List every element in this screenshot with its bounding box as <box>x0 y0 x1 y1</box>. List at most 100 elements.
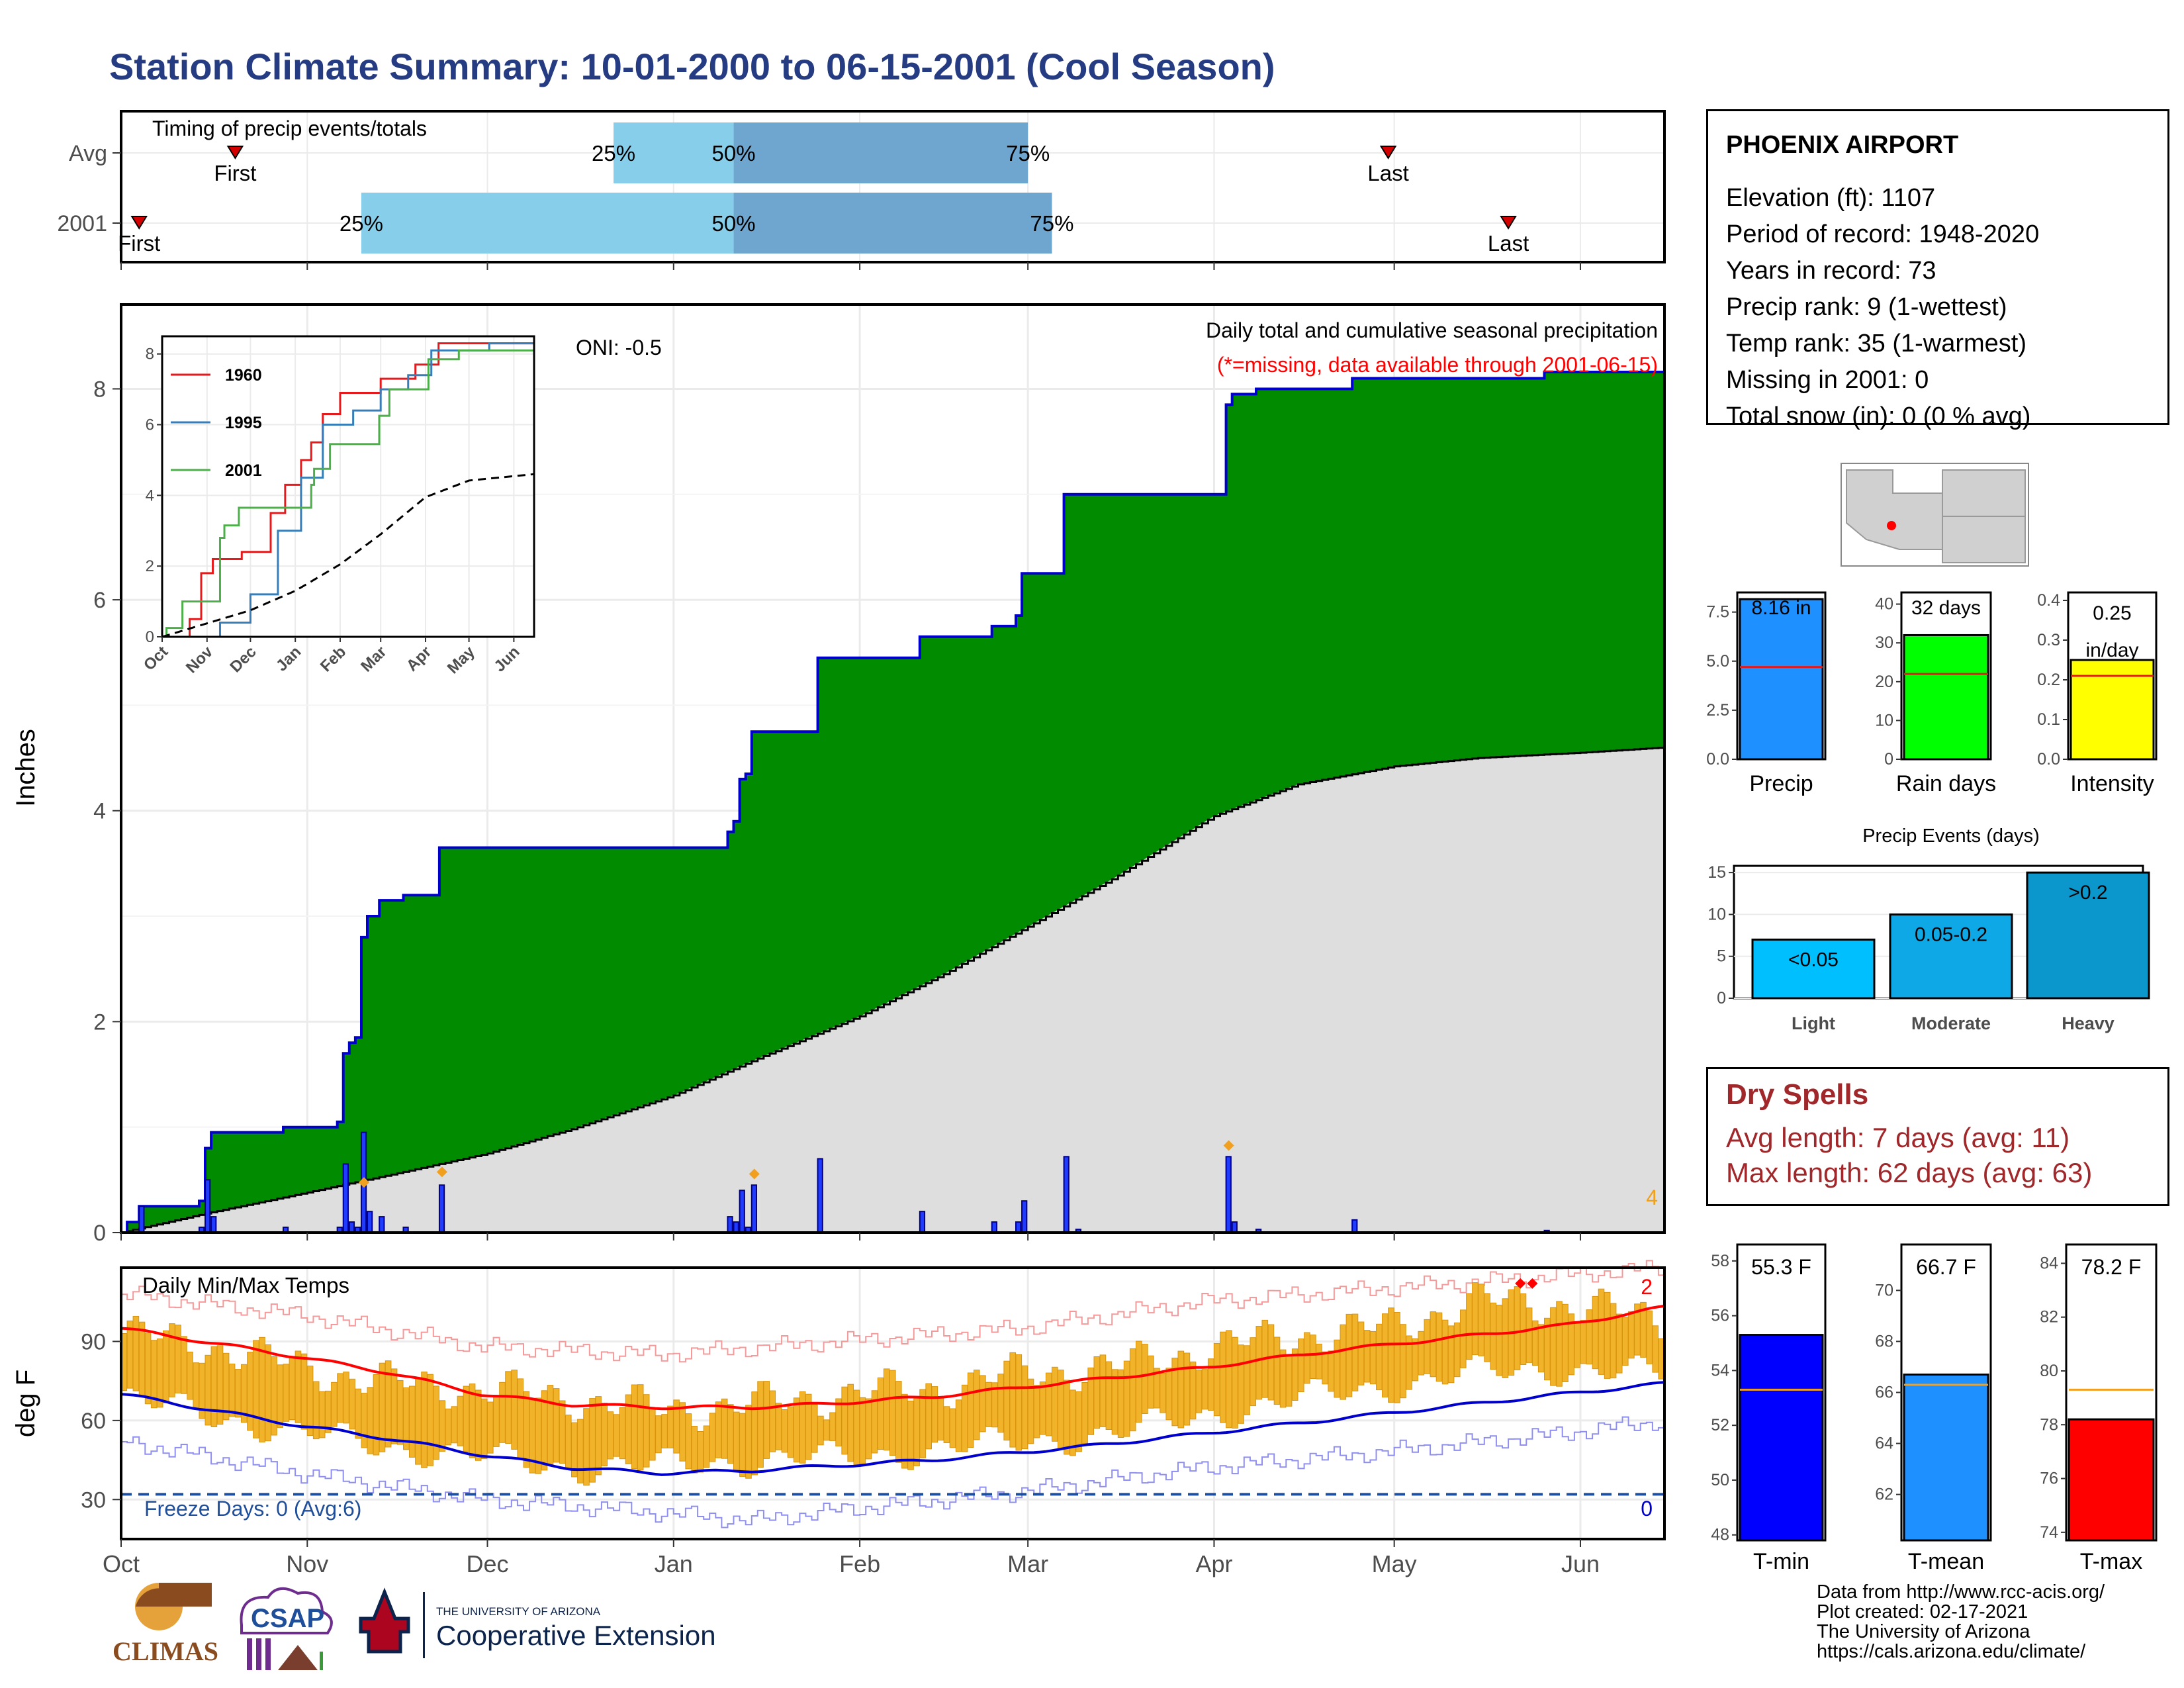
timing-label-25: 25% <box>340 211 383 236</box>
daily-temp-range-bar <box>1058 1370 1064 1449</box>
daily-temp-range-bar <box>1136 1340 1142 1423</box>
precip-frame <box>120 303 1666 1234</box>
daily-temp-range-bar <box>919 1389 926 1458</box>
daily-temp-range-bar <box>1087 1367 1095 1435</box>
daily-temp-range-bar <box>1142 1344 1148 1414</box>
daily-temp-range-bar <box>361 1393 368 1448</box>
inset-series-line <box>162 348 535 638</box>
first-event-marker <box>226 146 244 160</box>
daily-temp-range-bar <box>1039 1382 1046 1435</box>
daily-temp-range-bar <box>265 1344 271 1442</box>
daily-temp-range-bar <box>1598 1288 1605 1375</box>
daily-temp-range-bar <box>1550 1307 1557 1386</box>
daily-temp-range-bar <box>1394 1312 1400 1403</box>
daily-temp-range-bar <box>1628 1311 1635 1359</box>
daily-temp-range-bar <box>1148 1355 1154 1409</box>
daily-temp-range-bar <box>733 1411 740 1471</box>
daily-temp-range-bar <box>739 1413 746 1477</box>
month-tick-label: Nov <box>286 1550 328 1577</box>
events-category-label: Heavy <box>2062 1013 2115 1033</box>
daily-temp-range-bar <box>1250 1337 1257 1407</box>
daily-temp-range-bar <box>1021 1365 1028 1450</box>
daily-temp-range-bar <box>390 1368 398 1444</box>
last-event-marker <box>1379 146 1397 160</box>
daily-temp-range-bar <box>1267 1324 1275 1401</box>
daily-temp-range-bar <box>1111 1369 1118 1435</box>
events-ytick-label: 5 <box>1717 947 1726 966</box>
daily-precip-bar <box>1015 1221 1022 1234</box>
ytick-label: 0.1 <box>2037 710 2060 729</box>
daily-temp-range-bar <box>607 1411 614 1460</box>
last-event-label: Last <box>1488 231 1529 256</box>
daily-temp-range-bar <box>877 1377 884 1450</box>
ytick-label: 0.3 <box>2037 631 2060 649</box>
month-tick-label: Oct <box>103 1550 140 1577</box>
month-tick-label: May <box>1372 1550 1417 1577</box>
daily-temp-range-bar <box>1363 1330 1371 1383</box>
daily-temp-range-bar <box>715 1401 722 1458</box>
ytick-label: 84 <box>2040 1254 2058 1272</box>
daily-temp-range-bar <box>1093 1356 1101 1429</box>
daily-temp-range-bar <box>769 1390 776 1452</box>
daily-temp-range-bar <box>1081 1382 1088 1444</box>
daily-temp-range-bar <box>673 1399 680 1454</box>
daily-temp-range-bar <box>181 1336 187 1394</box>
credit-line: https://cals.arizona.edu/climate/ <box>1817 1641 2086 1662</box>
daily-temp-range-bar <box>175 1325 181 1393</box>
inset-ytick-label: 0 <box>146 628 154 646</box>
daily-temp-range-bar <box>493 1395 500 1447</box>
record-low-line <box>121 1416 1665 1528</box>
daily-temp-range-bar <box>439 1400 446 1452</box>
daily-temp-range-bar <box>126 1320 134 1389</box>
temp-ytick-label: 60 <box>81 1409 106 1434</box>
daily-temp-range-bar <box>991 1382 998 1428</box>
daily-precip-bar <box>205 1179 211 1234</box>
map-borders <box>1893 492 2025 563</box>
daily-temp-range-bar <box>601 1403 608 1466</box>
daily-temp-range-bar <box>367 1387 374 1454</box>
freeze-days-label: Freeze Days: 0 (Avg:6) <box>144 1497 361 1521</box>
dry-spells-avg: Avg length: 7 days (avg: 11) <box>1726 1122 2070 1153</box>
daily-temp-range-bar <box>1400 1324 1406 1399</box>
station-name: PHOENIX AIRPORT <box>1726 131 1959 159</box>
daily-temp-range-bar <box>535 1397 542 1474</box>
daily-temp-range-bar <box>1615 1313 1623 1374</box>
daily-temp-range-bar <box>781 1409 788 1453</box>
inset-border <box>161 335 535 638</box>
daily-precip-bar <box>727 1216 733 1234</box>
daily-precip-bar <box>367 1211 373 1233</box>
station-snow: Total snow (in): 0 (0 % avg) <box>1726 402 2031 430</box>
last-event-label: Last <box>1367 161 1408 185</box>
daily-precip-bar <box>138 1205 145 1233</box>
timing-title: Timing of precip events/totals <box>152 117 427 140</box>
temp-corner-bottom: 0 <box>1641 1497 1653 1521</box>
daily-temp-range-bar <box>841 1386 848 1455</box>
daily-temp-range-bar <box>517 1378 524 1459</box>
heavy-event-marker <box>436 1166 447 1178</box>
daily-temp-range-bar <box>349 1378 355 1430</box>
daily-temp-range-bar <box>1045 1372 1052 1436</box>
daily-temp-range-bar <box>312 1381 320 1440</box>
daily-temp-range-bar <box>1460 1309 1467 1368</box>
daily-temp-range-bar <box>757 1381 764 1468</box>
daily-temp-range-bar <box>955 1399 962 1452</box>
daily-precip-bar <box>919 1211 926 1233</box>
ytick-label: 30 <box>1875 633 1893 652</box>
events-ytick-label: 10 <box>1707 905 1726 923</box>
daily-temp-range-bar <box>433 1385 439 1460</box>
daily-temp-range-bar <box>1525 1307 1533 1363</box>
daily-temp-range-bar <box>1424 1319 1431 1374</box>
daily-temp-range-bar <box>253 1340 259 1438</box>
daily-temp-range-bar <box>205 1354 212 1426</box>
value-bar <box>1903 633 1989 761</box>
daily-temp-range-bar <box>1537 1324 1545 1373</box>
daily-temp-range-bar <box>469 1383 476 1458</box>
events-bar-label: >0.2 <box>2068 882 2107 904</box>
ytick-label: 2.5 <box>1706 701 1729 720</box>
daily-temp-range-bar <box>222 1352 230 1421</box>
daily-precip-bar <box>1021 1200 1028 1234</box>
ytick-label: 0 <box>1884 750 1893 769</box>
daily-temp-range-bar <box>631 1384 638 1470</box>
timing-row-label: Avg <box>69 141 107 166</box>
daily-temp-range-bar <box>1556 1301 1563 1387</box>
